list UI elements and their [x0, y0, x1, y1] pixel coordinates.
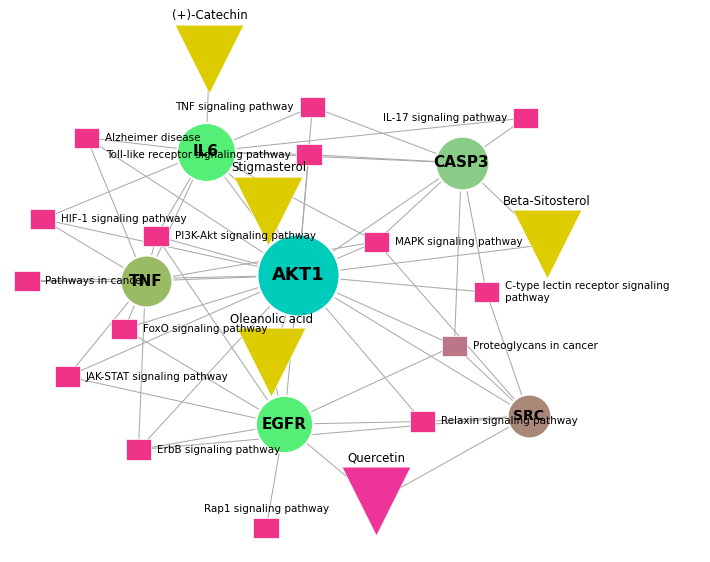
Point [456, 158, 467, 167]
Text: MAPK signaling pathway: MAPK signaling pathway [395, 237, 523, 247]
FancyBboxPatch shape [253, 518, 279, 538]
FancyBboxPatch shape [442, 336, 467, 356]
FancyBboxPatch shape [296, 144, 322, 165]
Text: C-type lectin receptor signaling
pathway: C-type lectin receptor signaling pathway [505, 282, 670, 303]
Text: Beta-Sitosterol: Beta-Sitosterol [503, 195, 591, 208]
Text: TNF: TNF [129, 274, 163, 288]
Text: AKT1: AKT1 [272, 266, 324, 284]
Text: Relaxin signaling pathway: Relaxin signaling pathway [441, 416, 578, 427]
Point [278, 420, 290, 429]
Text: Rap1 signaling pathway: Rap1 signaling pathway [204, 504, 329, 514]
Text: EGFR: EGFR [261, 417, 307, 432]
Text: IL-17 signaling pathway: IL-17 signaling pathway [383, 113, 507, 123]
FancyBboxPatch shape [364, 232, 389, 252]
Text: FoxO signaling pathway: FoxO signaling pathway [143, 324, 267, 334]
Point [523, 411, 535, 420]
Text: Proteoglycans in cancer: Proteoglycans in cancer [473, 341, 598, 351]
Text: Alzheimer disease: Alzheimer disease [105, 133, 201, 143]
Point [263, 206, 274, 215]
Text: Pathways in cancer: Pathways in cancer [45, 276, 146, 286]
Text: Oleanolic acid: Oleanolic acid [229, 313, 313, 326]
FancyBboxPatch shape [14, 271, 40, 291]
Point [204, 55, 215, 64]
FancyBboxPatch shape [74, 128, 99, 148]
Text: IL6: IL6 [193, 144, 219, 159]
Text: ErbB signaling pathway: ErbB signaling pathway [157, 445, 280, 455]
Point [200, 147, 212, 156]
Point [371, 497, 382, 506]
FancyBboxPatch shape [55, 366, 80, 387]
FancyBboxPatch shape [111, 319, 137, 339]
FancyBboxPatch shape [513, 108, 538, 128]
FancyBboxPatch shape [30, 209, 55, 229]
Point [293, 271, 304, 280]
FancyBboxPatch shape [126, 439, 151, 460]
FancyBboxPatch shape [300, 97, 325, 117]
Text: HIF-1 signaling pathway: HIF-1 signaling pathway [61, 214, 187, 224]
Point [140, 277, 151, 285]
Text: SRC: SRC [513, 409, 545, 423]
Point [541, 240, 552, 249]
Text: TNF signaling pathway: TNF signaling pathway [175, 102, 294, 112]
FancyBboxPatch shape [410, 411, 435, 432]
FancyBboxPatch shape [143, 226, 169, 246]
Text: CASP3: CASP3 [434, 156, 489, 170]
Text: JAK-STAT signaling pathway: JAK-STAT signaling pathway [86, 371, 229, 382]
Text: Quercetin: Quercetin [347, 452, 405, 465]
Text: (+)-Catechin: (+)-Catechin [172, 10, 247, 22]
Point [266, 358, 277, 367]
Text: Toll-like receptor signaling pathway: Toll-like receptor signaling pathway [106, 149, 290, 160]
FancyBboxPatch shape [474, 282, 499, 302]
Text: PI3K-Akt signaling pathway: PI3K-Akt signaling pathway [175, 231, 316, 241]
Text: Stigmasterol: Stigmasterol [231, 161, 306, 174]
